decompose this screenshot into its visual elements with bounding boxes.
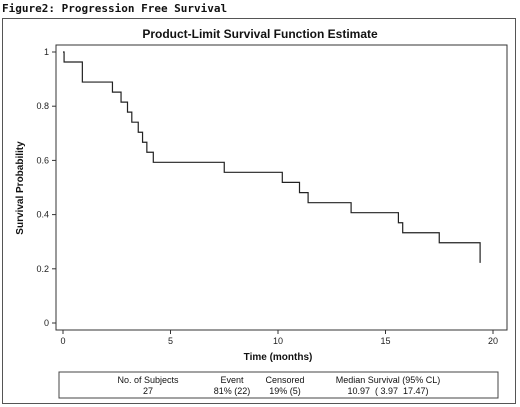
y-tick-label: 0.4 <box>36 210 49 220</box>
y-axis: 0 0.2 0.4 0.6 0.8 1 <box>36 47 56 328</box>
y-tick-label: 1 <box>44 47 49 57</box>
stats-value: 81% (22) <box>214 386 251 396</box>
figure-caption: Figure2: Progression Free Survival <box>2 2 228 15</box>
y-tick-label: 0.6 <box>36 155 49 165</box>
stats-header: Event <box>220 375 244 385</box>
x-tick-label: 20 <box>488 336 498 346</box>
chart-title: Product-Limit Survival Function Estimate <box>142 27 378 41</box>
y-tick-label: 0.2 <box>36 264 49 274</box>
plot-area <box>55 44 508 331</box>
x-axis-label: Time (months) <box>244 352 313 363</box>
stats-table <box>58 371 499 399</box>
x-tick-label: 15 <box>380 336 390 346</box>
stats-header: Median Survival (95% CL) <box>336 375 441 385</box>
stats-value: 10.97 ( 3.97 17.47) <box>347 386 428 396</box>
survival-curve <box>63 51 481 263</box>
x-axis: 0 5 10 15 20 <box>60 330 498 346</box>
y-tick-label: 0.8 <box>36 101 49 111</box>
x-tick-label: 10 <box>273 336 283 346</box>
x-tick-label: 5 <box>168 336 173 346</box>
stats-value: 19% (5) <box>269 386 301 396</box>
stats-value: 27 <box>143 386 153 396</box>
y-axis-label: Survival Probability <box>15 141 26 235</box>
x-tick-label: 0 <box>60 336 65 346</box>
y-tick-label: 0 <box>44 318 49 328</box>
stats-header: No. of Subjects <box>117 375 179 385</box>
stats-group: No. of Subjects Event Censored Median Survi… <box>117 375 440 396</box>
stats-header: Censored <box>265 375 304 385</box>
